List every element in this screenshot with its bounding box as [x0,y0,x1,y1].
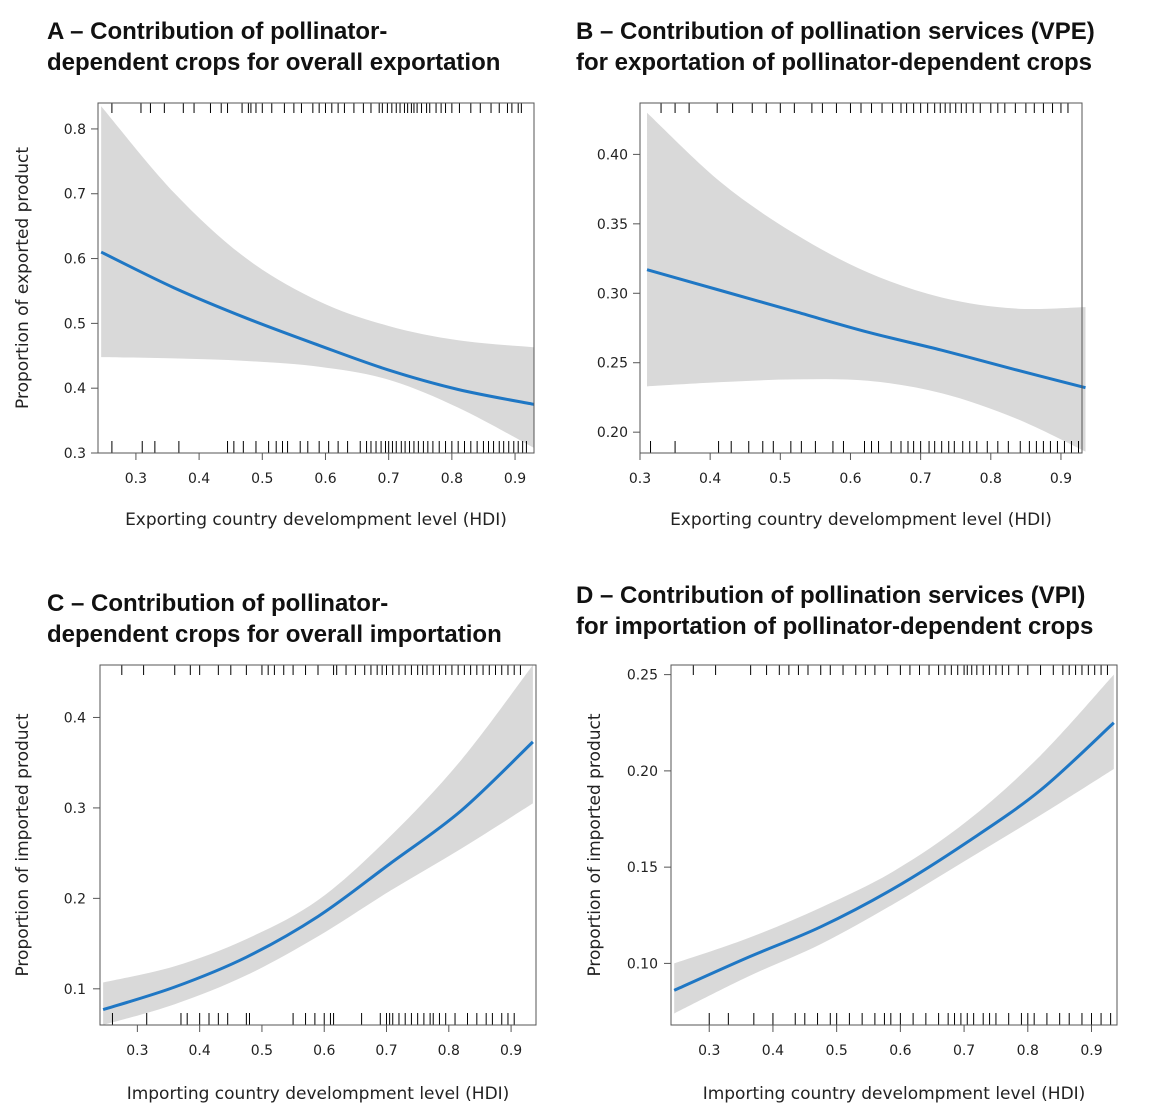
panel-b-title-line2: for exportation of pollinator-dependent … [576,49,1092,76]
x-tick-label: 0.5 [769,471,791,487]
x-tick-label: 0.3 [629,471,651,487]
plot-frame [99,664,537,1026]
x-axis-title: Importing country develompment level (HD… [127,1084,510,1104]
panel-d-title: D – Contribution of pollination services… [576,580,1093,642]
x-tick-label: 0.4 [189,1043,211,1059]
x-tick-label: 0.8 [438,1043,460,1059]
x-tick-label: 0.9 [1050,471,1072,487]
panel-d-title-line2: for importation of pollinator-dependent … [576,613,1094,640]
y-axis-title: Proportion of imported product [13,713,33,976]
y-tick-label: 0.25 [597,356,628,372]
x-tick-label: 0.6 [313,1043,335,1059]
x-axis-title: Importing country develompment level (HD… [703,1084,1086,1104]
x-tick-label: 0.5 [826,1043,848,1059]
x-tick-label: 0.4 [762,1043,784,1059]
x-tick-label: 0.9 [1080,1043,1102,1059]
y-tick-label: 0.7 [64,187,86,203]
x-tick-label: 0.6 [839,471,861,487]
y-tick-label: 0.4 [64,710,86,726]
panel-c-title-line1: C – Contribution of pollinator- [47,590,389,617]
confidence-band [674,674,1114,1014]
y-tick-label: 0.5 [64,316,86,332]
y-tick-label: 0.40 [597,147,628,163]
y-tick-label: 0.1 [64,982,86,998]
y-tick-label: 0.30 [597,286,628,302]
x-tick-label: 0.7 [378,471,400,487]
plot-frame [639,102,1083,454]
y-tick-label: 0.15 [627,860,658,876]
x-tick-label: 0.9 [504,471,526,487]
fitted-line [100,250,535,406]
panel-d-title-line1: D – Contribution of pollination services… [576,582,1086,609]
confidence-band [103,665,533,1025]
y-tick-label: 0.4 [64,381,86,397]
plot-frame [670,664,1118,1026]
panel-c-title-line2: dependent crops for overall importation [47,621,502,648]
y-tick-label: 0.8 [64,122,86,138]
x-tick-label: 0.8 [1017,1043,1039,1059]
x-tick-label: 0.6 [889,1043,911,1059]
panel-c-title: C – Contribution of pollinator-dependent… [47,588,502,650]
panel-a-title-line1: A – Contribution of pollinator- [47,18,388,45]
x-tick-label: 0.3 [698,1043,720,1059]
fitted-line [646,268,1086,390]
x-axis-title: Exporting country develompment level (HD… [125,510,507,530]
fitted-line [673,721,1115,992]
y-tick-label: 0.25 [627,668,658,684]
y-axis-title: Proportion of imported product [585,713,605,976]
y-tick-label: 0.20 [597,425,628,441]
x-tick-label: 0.3 [125,471,147,487]
x-tick-label: 0.5 [251,471,273,487]
x-tick-label: 0.4 [699,471,721,487]
confidence-band [101,106,534,448]
plot-frame [97,102,535,454]
fitted-line [102,740,534,1012]
y-tick-label: 0.3 [64,801,86,817]
panel-a-title: A – Contribution of pollinator-dependent… [47,16,500,78]
x-axis-title: Exporting country develompment level (HD… [670,510,1052,530]
x-tick-label: 0.9 [500,1043,522,1059]
y-tick-label: 0.20 [627,764,658,780]
panel-a-title-line2: dependent crops for overall exportation [47,49,501,76]
y-axis-title: Proportion of exported product [13,147,33,409]
panel-b-title-line1: B – Contribution of pollination services… [576,18,1095,45]
x-tick-label: 0.7 [910,471,932,487]
y-tick-label: 0.35 [597,217,628,233]
x-tick-label: 0.3 [126,1043,148,1059]
y-tick-label: 0.3 [64,446,86,462]
x-tick-label: 0.4 [188,471,210,487]
confidence-band [647,112,1086,452]
x-tick-label: 0.7 [375,1043,397,1059]
y-tick-label: 0.6 [64,252,86,268]
x-tick-label: 0.5 [251,1043,273,1059]
x-tick-label: 0.8 [441,471,463,487]
x-tick-label: 0.6 [314,471,336,487]
x-tick-label: 0.7 [953,1043,975,1059]
x-tick-label: 0.8 [980,471,1002,487]
y-tick-label: 0.10 [627,956,658,972]
panel-b-title: B – Contribution of pollination services… [576,16,1095,78]
y-tick-label: 0.2 [64,891,86,907]
